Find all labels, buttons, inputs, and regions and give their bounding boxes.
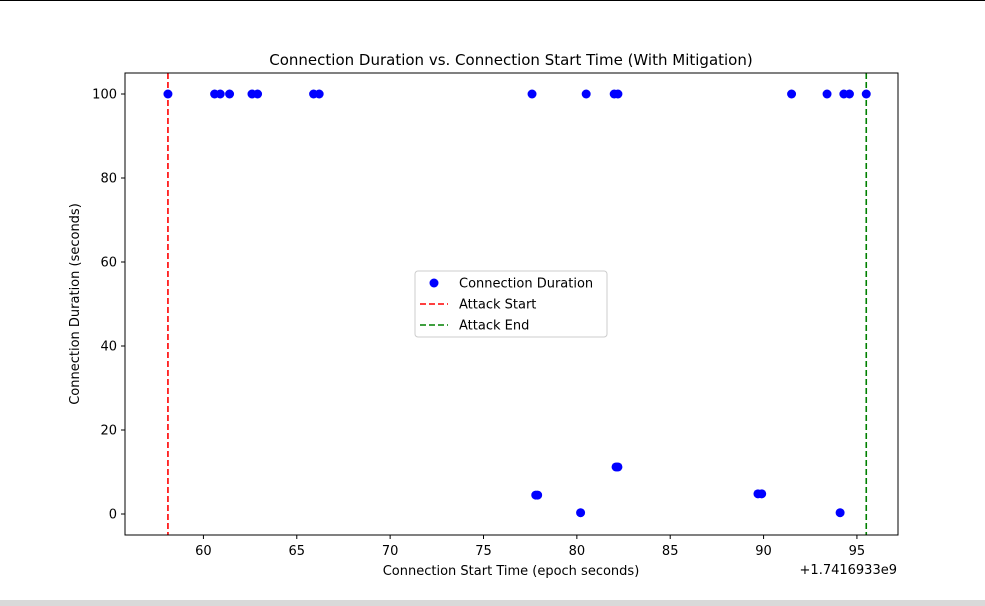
- x-axis-label: Connection Start Time (epoch seconds): [383, 564, 640, 579]
- y-tick-label: 100: [92, 88, 117, 103]
- y-tick-label: 20: [100, 424, 117, 439]
- data-point: [835, 508, 845, 518]
- vline-layer: [167, 73, 868, 535]
- data-point: [787, 89, 797, 99]
- data-point: [822, 89, 832, 99]
- y-tick-label: 40: [100, 340, 117, 355]
- data-point: [215, 89, 225, 99]
- x-tick-label: 85: [662, 544, 679, 559]
- legend-label: Attack Start: [459, 298, 536, 313]
- x-tick-label: 65: [289, 544, 306, 559]
- plot-area-frame: [124, 72, 899, 536]
- data-point: [861, 89, 871, 99]
- data-points: [163, 89, 871, 518]
- data-point: [757, 489, 767, 499]
- x-axis-offset-label: +1.7416933e9: [800, 563, 897, 578]
- data-point: [844, 89, 854, 99]
- y-axis-label: Connection Duration (seconds): [68, 203, 83, 405]
- x-tick-label: 75: [475, 544, 492, 559]
- legend: Connection Duration Attack Start Attack En…: [414, 270, 608, 338]
- legend-box: [414, 270, 608, 338]
- data-point: [163, 89, 173, 99]
- x-tick-label: 60: [195, 544, 212, 559]
- data-point: [581, 89, 591, 99]
- y-tick-label: 80: [100, 172, 117, 187]
- y-axis-ticks: 0 20 40 60 80 100: [92, 88, 125, 523]
- data-point: [314, 89, 324, 99]
- y-tick-label: 60: [100, 256, 117, 271]
- chart-title: Connection Duration vs. Connection Start…: [269, 51, 752, 69]
- data-point: [225, 89, 235, 99]
- legend-marker-icon: [429, 278, 439, 288]
- x-axis-ticks: 60 65 70 75 80 85 90 95: [195, 535, 865, 559]
- window-top-border: [0, 0, 985, 1]
- y-tick-label: 0: [109, 508, 117, 523]
- window-bottom-bar: [0, 600, 985, 606]
- data-point: [613, 462, 623, 472]
- x-tick-label: 80: [569, 544, 586, 559]
- data-point: [613, 89, 623, 99]
- data-point: [527, 89, 537, 99]
- x-tick-label: 90: [755, 544, 772, 559]
- x-tick-label: 70: [382, 544, 399, 559]
- data-point: [576, 508, 586, 518]
- data-point: [533, 490, 543, 500]
- legend-label: Attack End: [459, 319, 529, 334]
- x-tick-label: 95: [849, 544, 866, 559]
- legend-label: Connection Duration: [459, 277, 593, 292]
- data-point: [253, 89, 263, 99]
